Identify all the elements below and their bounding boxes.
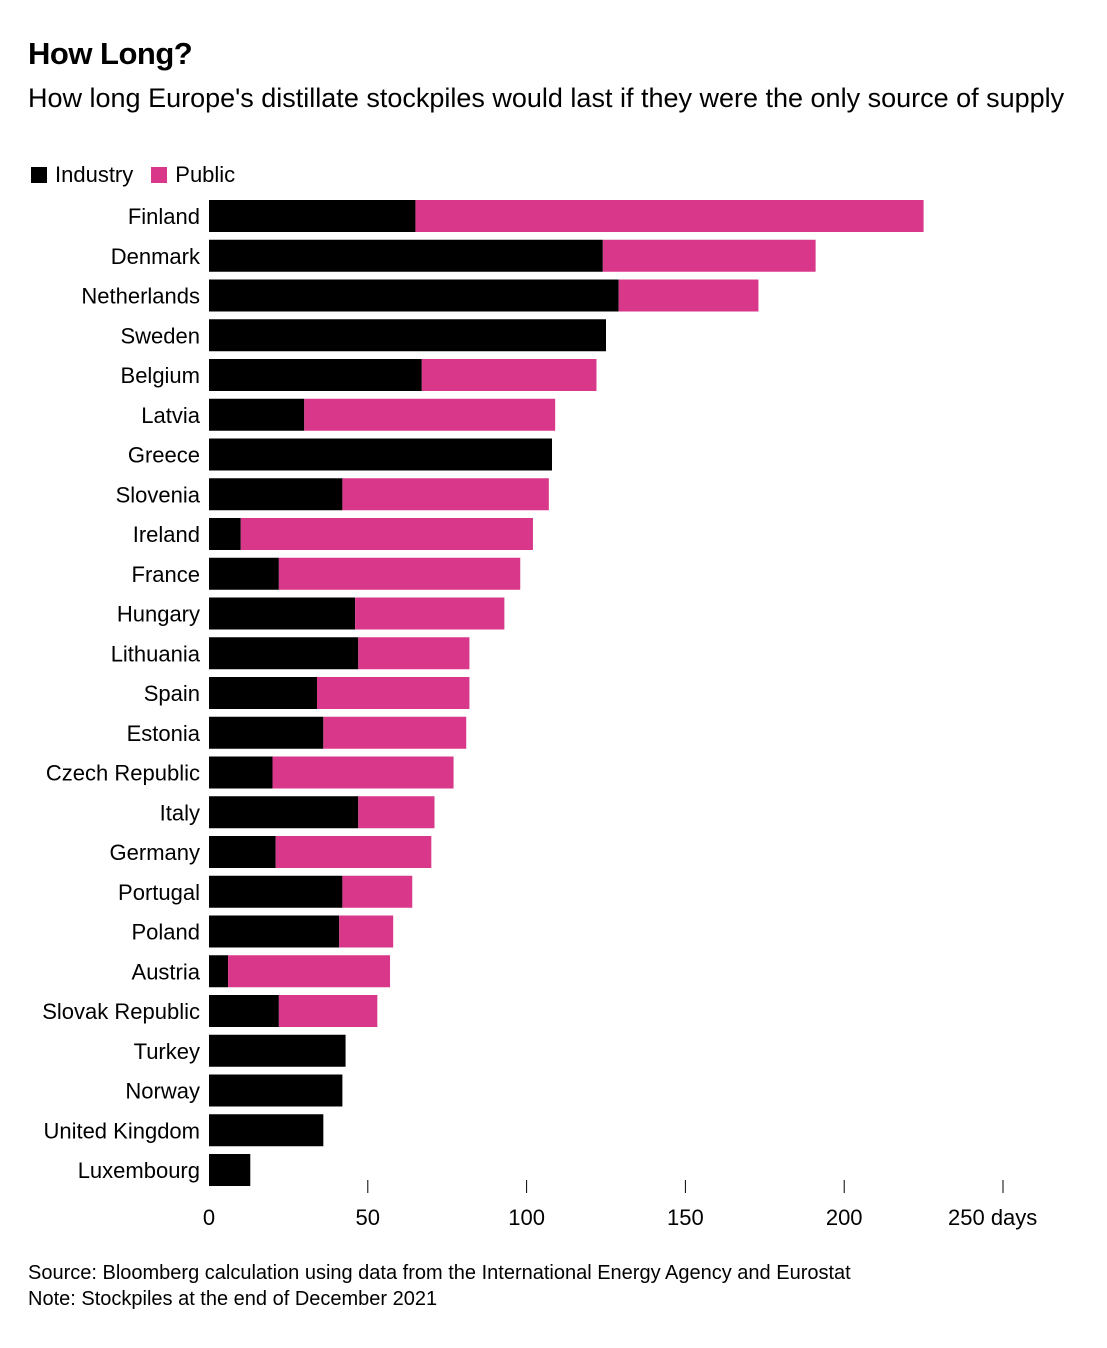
category-label: France — [132, 562, 200, 587]
category-label: Denmark — [111, 244, 201, 269]
category-label: Greece — [128, 443, 200, 468]
bar-industry-czech-republic — [209, 756, 273, 789]
bar-industry-united-kingdom — [209, 1114, 324, 1147]
legend-swatch-industry — [31, 167, 47, 183]
bar-industry-austria — [209, 955, 229, 988]
bar-public-slovenia — [342, 478, 549, 511]
chart-title: How Long? — [28, 36, 193, 71]
category-label: Slovenia — [116, 482, 201, 507]
bar-public-portugal — [342, 875, 413, 908]
bar-industry-ireland — [209, 518, 241, 550]
bar-industry-denmark — [209, 239, 603, 272]
category-label: Poland — [131, 920, 200, 945]
category-label: Germany — [110, 840, 200, 865]
category-label: Belgium — [121, 363, 200, 388]
category-label: Italy — [160, 800, 200, 825]
x-tick-label: 100 — [508, 1205, 545, 1230]
bar-public-germany — [275, 836, 432, 868]
category-label: Slovak Republic — [42, 999, 200, 1024]
x-tick-label: 250 days — [948, 1205, 1037, 1230]
bar-public-hungary — [355, 597, 505, 630]
bar-public-ireland — [240, 518, 533, 550]
x-tick-label: 50 — [356, 1205, 380, 1230]
category-label: Norway — [125, 1079, 200, 1104]
bar-chart: Finland Denmark Netherlands Sweden Belgium La… — [42, 200, 1037, 1230]
bar-industry-netherlands — [209, 279, 619, 312]
bar-industry-italy — [209, 796, 359, 829]
bar-public-latvia — [304, 398, 556, 431]
legend-label-industry: Industry — [55, 162, 134, 187]
legend-item-public: Public — [151, 162, 235, 188]
x-tick-label: 150 — [667, 1205, 704, 1230]
bar-public-poland — [339, 915, 394, 948]
bar-public-spain — [316, 677, 470, 709]
bar-industry-slovenia — [209, 478, 343, 511]
bar-industry-slovak-republic — [209, 995, 279, 1027]
category-label: Finland — [128, 204, 200, 229]
bar-industry-norway — [209, 1074, 343, 1107]
category-label: Lithuania — [111, 641, 201, 666]
footnote: Note: Stockpiles at the end of December … — [28, 1288, 438, 1310]
bar-industry-germany — [209, 836, 276, 868]
bar-industry-sweden — [209, 319, 606, 352]
legend-swatch-public — [151, 167, 168, 183]
bar-public-finland — [415, 200, 924, 232]
bar-public-lithuania — [358, 637, 470, 670]
bar-industry-poland — [209, 915, 340, 948]
bar-industry-hungary — [209, 597, 356, 630]
bar-public-italy — [358, 796, 435, 829]
bar-industry-france — [209, 557, 279, 590]
category-label: Sweden — [120, 323, 200, 348]
legend-item-industry: Industry — [31, 162, 133, 188]
category-label: Estonia — [127, 721, 201, 746]
bar-industry-greece — [209, 438, 553, 471]
bar-public-austria — [228, 955, 391, 988]
category-label: Spain — [144, 681, 200, 706]
bar-industry-spain — [209, 677, 317, 709]
category-label: Luxembourg — [78, 1158, 200, 1183]
bar-public-belgium — [421, 359, 597, 391]
category-label: Czech Republic — [46, 761, 200, 786]
bar-public-denmark — [602, 239, 816, 272]
bar-industry-turkey — [209, 1034, 346, 1067]
category-label: Latvia — [141, 403, 200, 428]
footer: Source: Bloomberg calculation using data… — [28, 1260, 851, 1312]
x-tick-label: 0 — [203, 1205, 215, 1230]
bar-public-france — [278, 557, 521, 590]
bar-industry-portugal — [209, 875, 343, 908]
bar-industry-latvia — [209, 398, 305, 431]
category-label: Austria — [132, 959, 201, 984]
bar-public-estonia — [323, 716, 467, 749]
x-tick-label: 200 — [826, 1205, 863, 1230]
bar-industry-luxembourg — [209, 1154, 251, 1186]
chart-subtitle: How long Europe's distillate stockpiles … — [28, 83, 1065, 113]
category-label: Portugal — [118, 880, 200, 905]
bar-industry-estonia — [209, 716, 324, 749]
bar-public-netherlands — [618, 279, 759, 312]
legend-label-public: Public — [175, 162, 236, 187]
category-label: Hungary — [117, 602, 200, 627]
bar-public-czech-republic — [272, 756, 454, 789]
category-label: United Kingdom — [43, 1118, 200, 1143]
source-note: Source: Bloomberg calculation using data… — [28, 1262, 851, 1284]
bar-industry-belgium — [209, 359, 422, 391]
bar-industry-lithuania — [209, 637, 359, 670]
bar-industry-finland — [209, 200, 416, 232]
bar-public-slovak-republic — [278, 995, 378, 1027]
category-label: Turkey — [134, 1039, 200, 1064]
category-label: Netherlands — [81, 284, 200, 309]
category-label: Ireland — [133, 522, 200, 547]
legend: Industry Public — [31, 162, 253, 188]
